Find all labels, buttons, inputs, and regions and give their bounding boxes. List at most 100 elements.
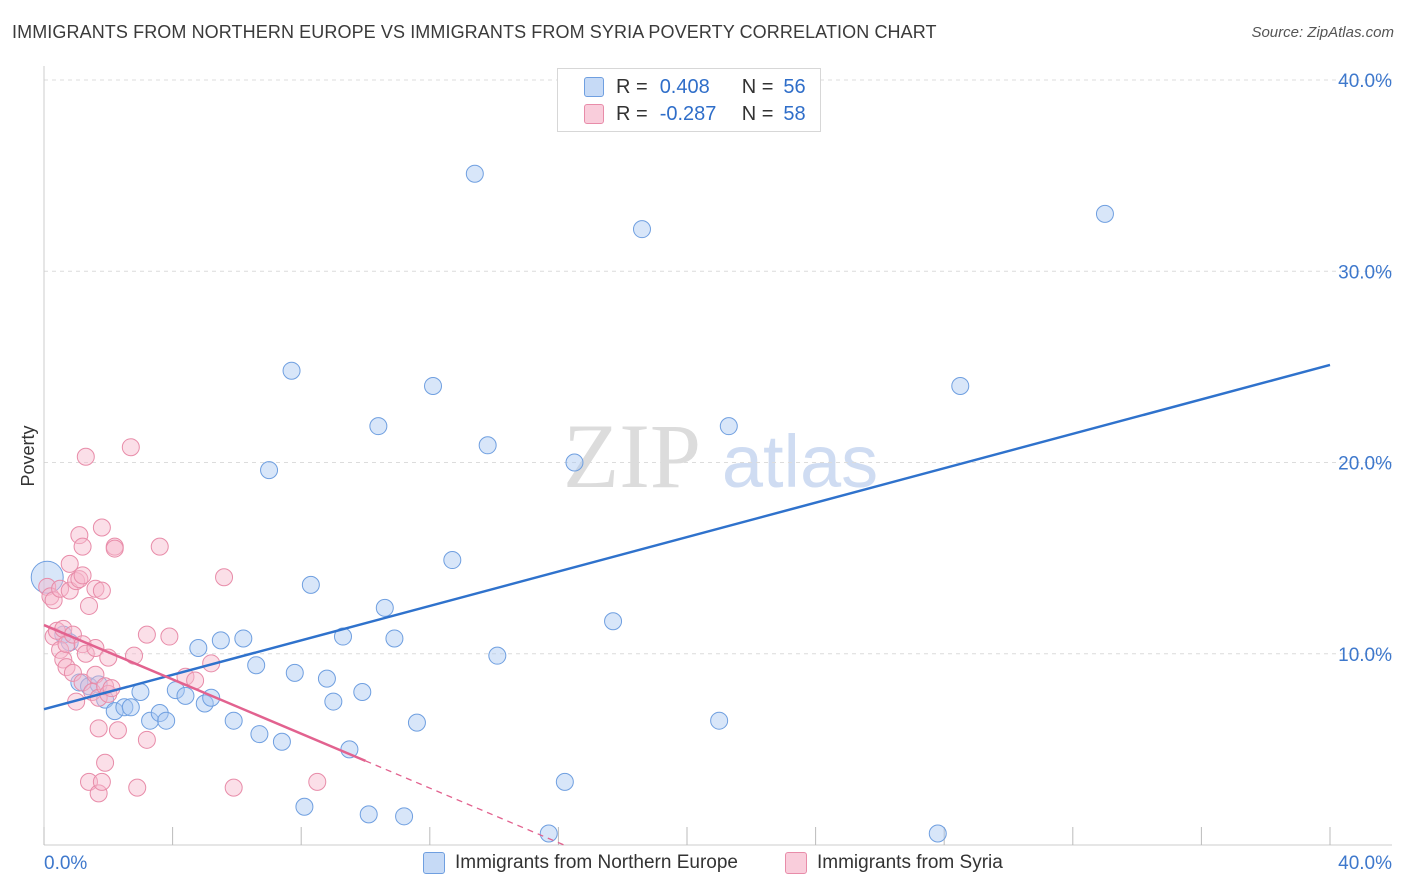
- point-syria: [63, 663, 82, 682]
- legend-r-value: -0.287: [659, 102, 717, 125]
- point-northern-europe: [353, 683, 372, 701]
- point-northern-europe: [488, 646, 507, 665]
- legend-n-label: N =: [741, 75, 774, 98]
- y-axis-label: Poverty: [18, 425, 38, 486]
- point-syria: [102, 679, 121, 698]
- point-syria: [76, 447, 95, 466]
- legend-row-syria: R = -0.287 N = 58: [558, 101, 806, 127]
- point-northern-europe: [478, 436, 497, 455]
- legend-r-label: R =: [616, 102, 648, 125]
- point-northern-europe: [150, 704, 169, 723]
- point-syria: [215, 568, 234, 587]
- point-northern-europe: [121, 698, 140, 717]
- point-syria: [160, 627, 179, 646]
- point-syria: [92, 772, 111, 791]
- point-northern-europe: [234, 629, 253, 648]
- point-northern-europe: [211, 631, 230, 650]
- point-northern-europe: [555, 772, 574, 791]
- point-syria: [121, 438, 140, 457]
- legend-n-label: N =: [741, 102, 774, 125]
- point-northern-europe: [375, 598, 394, 617]
- point-northern-europe: [176, 686, 195, 705]
- point-northern-europe: [301, 575, 320, 594]
- series-label-northern-europe: Immigrants from Northern Europe: [455, 852, 738, 873]
- point-syria: [128, 778, 147, 797]
- point-syria: [86, 579, 105, 598]
- point-syria: [80, 596, 99, 615]
- point-syria: [92, 518, 111, 537]
- point-syria: [308, 772, 327, 791]
- point-northern-europe: [565, 453, 584, 472]
- point-syria: [96, 753, 115, 772]
- point-northern-europe: [928, 824, 947, 843]
- point-northern-europe: [385, 629, 404, 648]
- point-northern-europe: [465, 164, 484, 183]
- legend-swatch-pink: [584, 104, 604, 124]
- chart-source: Source: ZipAtlas.com: [1251, 24, 1394, 41]
- point-syria: [137, 625, 156, 644]
- series-legend-northern-europe: Immigrants from Northern Europe: [423, 852, 738, 874]
- y-tick-label: 30.0%: [1338, 262, 1392, 283]
- point-syria: [60, 554, 79, 573]
- point-northern-europe: [951, 377, 970, 395]
- point-syria: [70, 526, 89, 545]
- legend-n-value: 56: [783, 75, 806, 98]
- point-syria: [44, 591, 63, 610]
- point-syria: [150, 537, 169, 556]
- point-northern-europe: [247, 656, 266, 675]
- point-northern-europe: [632, 220, 651, 239]
- point-northern-europe: [710, 711, 729, 730]
- series-swatch-blue: [423, 852, 445, 874]
- point-northern-europe: [1095, 204, 1114, 223]
- watermark-zip: ZIP: [563, 405, 701, 507]
- point-northern-europe: [604, 612, 623, 631]
- stats-legend: R = 0.408 N = 56 R = -0.287 N = 58: [557, 68, 821, 132]
- point-syria: [137, 730, 156, 749]
- point-northern-europe: [369, 417, 388, 436]
- point-syria: [86, 665, 105, 684]
- watermark-atlas: atlas: [722, 420, 878, 503]
- y-tick-label: 40.0%: [1338, 71, 1392, 92]
- legend-r-label: R =: [616, 75, 648, 98]
- point-northern-europe: [141, 711, 160, 730]
- point-northern-europe: [224, 711, 243, 730]
- x-tick-label-min: 0.0%: [44, 853, 87, 874]
- point-northern-europe: [407, 713, 426, 732]
- x-tick-label-max: 40.0%: [1338, 853, 1392, 874]
- point-northern-europe: [719, 417, 738, 436]
- legend-r-value: 0.408: [659, 75, 710, 98]
- point-northern-europe: [189, 639, 208, 658]
- point-syria: [73, 566, 92, 585]
- legend-swatch-blue: [584, 77, 604, 97]
- point-syria: [89, 719, 108, 738]
- point-syria: [76, 644, 95, 663]
- point-syria: [108, 721, 127, 740]
- series-label-syria: Immigrants from Syria: [817, 852, 1003, 873]
- point-northern-europe: [317, 669, 336, 688]
- point-syria: [92, 581, 111, 600]
- trendline-northern-europe: [43, 363, 1331, 711]
- point-northern-europe: [115, 698, 134, 717]
- point-northern-europe: [443, 551, 462, 570]
- point-northern-europe: [324, 692, 343, 711]
- point-syria: [105, 539, 124, 558]
- chart-title: IMMIGRANTS FROM NORTHERN EUROPE VS IMMIG…: [12, 22, 937, 42]
- point-syria: [224, 778, 243, 797]
- trendline-syria-extension: [365, 760, 565, 846]
- point-northern-europe: [260, 461, 279, 480]
- point-syria: [80, 772, 99, 791]
- point-northern-europe: [272, 732, 291, 751]
- series-swatch-pink: [785, 852, 807, 874]
- legend-row-northern-europe: R = 0.408 N = 56: [558, 74, 806, 100]
- point-northern-europe: [250, 725, 269, 744]
- y-tick-label: 10.0%: [1338, 645, 1392, 666]
- point-northern-europe: [282, 361, 301, 380]
- series-legend-syria: Immigrants from Syria: [785, 852, 1003, 874]
- legend-n-value: 58: [783, 102, 806, 125]
- point-syria: [73, 537, 92, 556]
- point-syria: [89, 784, 108, 803]
- y-tick-label: 20.0%: [1338, 454, 1392, 475]
- trendline-syria: [43, 623, 366, 763]
- point-northern-europe: [157, 711, 176, 730]
